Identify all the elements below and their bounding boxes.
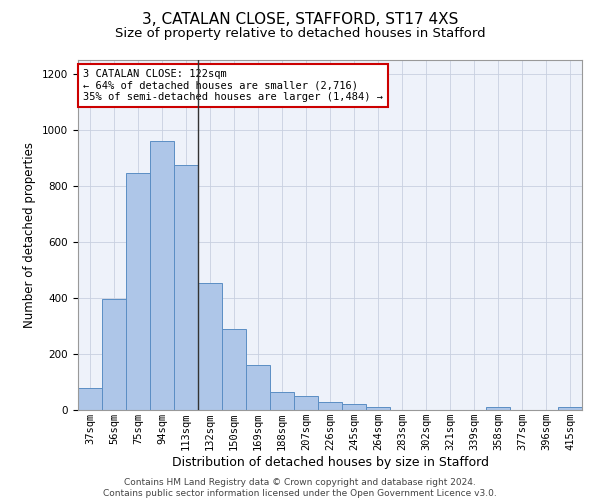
Bar [486, 407, 510, 410]
Bar [222, 329, 246, 410]
Bar [366, 407, 390, 410]
Bar [246, 365, 270, 410]
Bar [102, 300, 126, 410]
Bar [294, 396, 318, 410]
Bar [198, 282, 222, 410]
Bar [126, 174, 150, 410]
Bar [150, 141, 174, 410]
Bar [270, 392, 294, 410]
Text: Contains HM Land Registry data © Crown copyright and database right 2024.
Contai: Contains HM Land Registry data © Crown c… [103, 478, 497, 498]
Text: 3, CATALAN CLOSE, STAFFORD, ST17 4XS: 3, CATALAN CLOSE, STAFFORD, ST17 4XS [142, 12, 458, 28]
Text: 3 CATALAN CLOSE: 122sqm
← 64% of detached houses are smaller (2,716)
35% of semi: 3 CATALAN CLOSE: 122sqm ← 64% of detache… [83, 69, 383, 102]
Text: Size of property relative to detached houses in Stafford: Size of property relative to detached ho… [115, 28, 485, 40]
Bar [318, 402, 342, 410]
Bar [342, 404, 366, 410]
Bar [78, 388, 102, 410]
Bar [174, 165, 198, 410]
Y-axis label: Number of detached properties: Number of detached properties [23, 142, 37, 328]
X-axis label: Distribution of detached houses by size in Stafford: Distribution of detached houses by size … [172, 456, 488, 469]
Bar [558, 407, 582, 410]
